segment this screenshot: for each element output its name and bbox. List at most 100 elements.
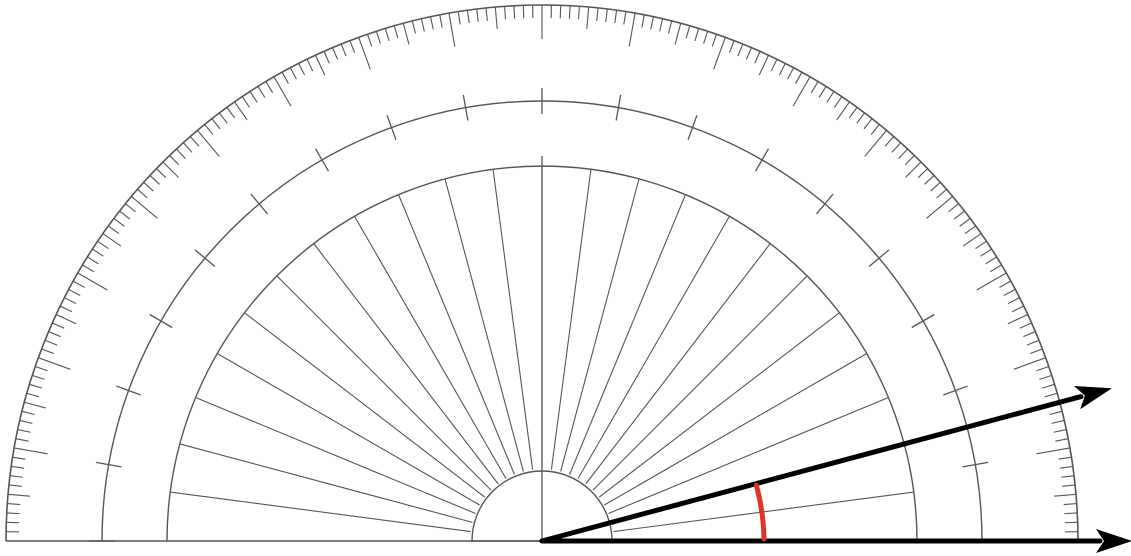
outer-scale-tick: [149, 175, 160, 185]
middle-scale-tick: [149, 313, 173, 329]
outer-scale-tick: [864, 130, 887, 157]
outer-scale-tick: [113, 217, 125, 227]
outer-scale-tick: [72, 280, 85, 288]
outer-scale-tick: [674, 23, 682, 45]
outer-scale-tick: [1026, 339, 1040, 346]
outer-scale-tick: [1053, 493, 1077, 497]
outer-scale-tick: [48, 331, 61, 338]
outer-scale-tick: [596, 7, 599, 21]
outer-scale-tick: [189, 136, 200, 147]
outer-scale-tick: [694, 28, 700, 42]
outer-scale-tick: [306, 59, 314, 72]
outer-scale-tick: [1003, 288, 1016, 296]
outer-scale-tick: [226, 107, 236, 119]
outer-scale-tick: [411, 20, 417, 34]
outer-scale-tick: [384, 28, 390, 42]
outer-scale-tick: [1041, 383, 1055, 389]
outer-scale-tick: [420, 18, 425, 32]
outer-scale-tick: [948, 203, 959, 213]
outer-scale-tick: [108, 225, 120, 235]
outer-scale-tick: [836, 101, 850, 121]
outer-scale-tick: [818, 86, 827, 98]
outer-scale-tick: [863, 118, 873, 130]
outer-scale-tick: [476, 8, 479, 22]
outer-scale-tick: [1061, 475, 1075, 478]
outer-scale-tick: [92, 248, 104, 257]
outer-scale-tick: [810, 81, 819, 93]
radial-spoke: [550, 169, 592, 470]
outer-scale-tick: [6, 512, 20, 515]
outer-scale-tick: [953, 210, 965, 220]
outer-scale-tick: [349, 40, 356, 53]
outer-scale-tick: [273, 76, 292, 107]
radial-spoke: [170, 491, 471, 533]
outer-scale-tick: [375, 31, 381, 44]
outer-scale-tick: [393, 25, 399, 39]
middle-scale-tick: [687, 115, 698, 140]
outer-scale-tick: [650, 16, 654, 30]
outer-scale-tick: [964, 225, 976, 235]
outer-scale-tick: [628, 13, 636, 47]
outer-scale-tick: [11, 465, 25, 469]
outer-scale-tick: [1051, 419, 1065, 424]
outer-scale-tick: [1039, 374, 1052, 380]
outer-scale-tick: [614, 10, 618, 24]
outer-scale-tick: [52, 322, 65, 329]
outer-scale-tick: [623, 11, 627, 25]
radial-spoke: [598, 312, 840, 498]
outer-scale-tick: [494, 6, 498, 30]
outer-scale-tick: [26, 392, 40, 398]
outer-scale-tick: [891, 142, 902, 153]
outer-scale-tick: [711, 34, 718, 47]
outer-scale-tick: [281, 71, 289, 84]
outer-scale-tick: [787, 67, 795, 80]
radial-spoke: [592, 275, 808, 491]
middle-scale-tick: [615, 94, 622, 121]
middle-scale-tick: [314, 148, 330, 172]
radial-spoke: [569, 194, 687, 475]
radial-spoke: [492, 169, 534, 470]
outer-scale-tick: [924, 175, 935, 185]
outer-scale-tick: [439, 14, 443, 28]
outer-scale-tick: [999, 280, 1012, 288]
radial-spoke: [604, 353, 868, 506]
outer-scale-tick: [97, 240, 109, 249]
outer-scale-tick: [457, 11, 461, 25]
outer-scale-tick: [758, 54, 770, 76]
outer-scale-tick: [703, 31, 709, 44]
outer-scale-tick: [990, 264, 1002, 273]
middle-scale-tick: [815, 193, 834, 215]
outer-scale-tick: [1036, 447, 1070, 455]
outer-scale-tick: [249, 91, 258, 103]
outer-scale-tick: [182, 142, 193, 153]
outer-scale-tick: [568, 5, 571, 19]
outer-scale-tick: [125, 203, 136, 213]
outer-scale-tick: [35, 365, 48, 372]
outer-scale-tick: [156, 168, 167, 179]
outer-scale-tick: [17, 429, 31, 433]
radial-spoke: [444, 178, 524, 472]
outer-scale-tick: [1036, 365, 1049, 372]
outer-scale-tick: [728, 40, 735, 53]
outer-scale-tick: [77, 272, 108, 291]
outer-scale-tick: [466, 10, 470, 24]
outer-scale-tick: [131, 196, 158, 219]
outer-scale-tick: [143, 181, 154, 192]
outer-scale-tick: [332, 47, 339, 60]
outer-scale-tick: [265, 81, 274, 93]
outer-scale-tick: [68, 288, 81, 296]
outer-scale-tick: [975, 240, 987, 249]
outer-scale-tick: [930, 181, 941, 192]
outer-scale-tick: [1019, 322, 1032, 329]
outer-scale-tick: [197, 130, 220, 157]
radial-spoke: [397, 194, 515, 475]
radial-spoke: [216, 353, 480, 506]
outer-scale-tick: [1064, 512, 1078, 515]
outer-scale-tick: [340, 43, 347, 57]
outer-scale-tick: [898, 148, 908, 159]
outer-scale-tick: [12, 456, 26, 460]
outer-scale-tick: [980, 248, 992, 257]
outer-scale-tick: [15, 438, 29, 442]
ray-angled-arrowhead: [1074, 386, 1112, 410]
